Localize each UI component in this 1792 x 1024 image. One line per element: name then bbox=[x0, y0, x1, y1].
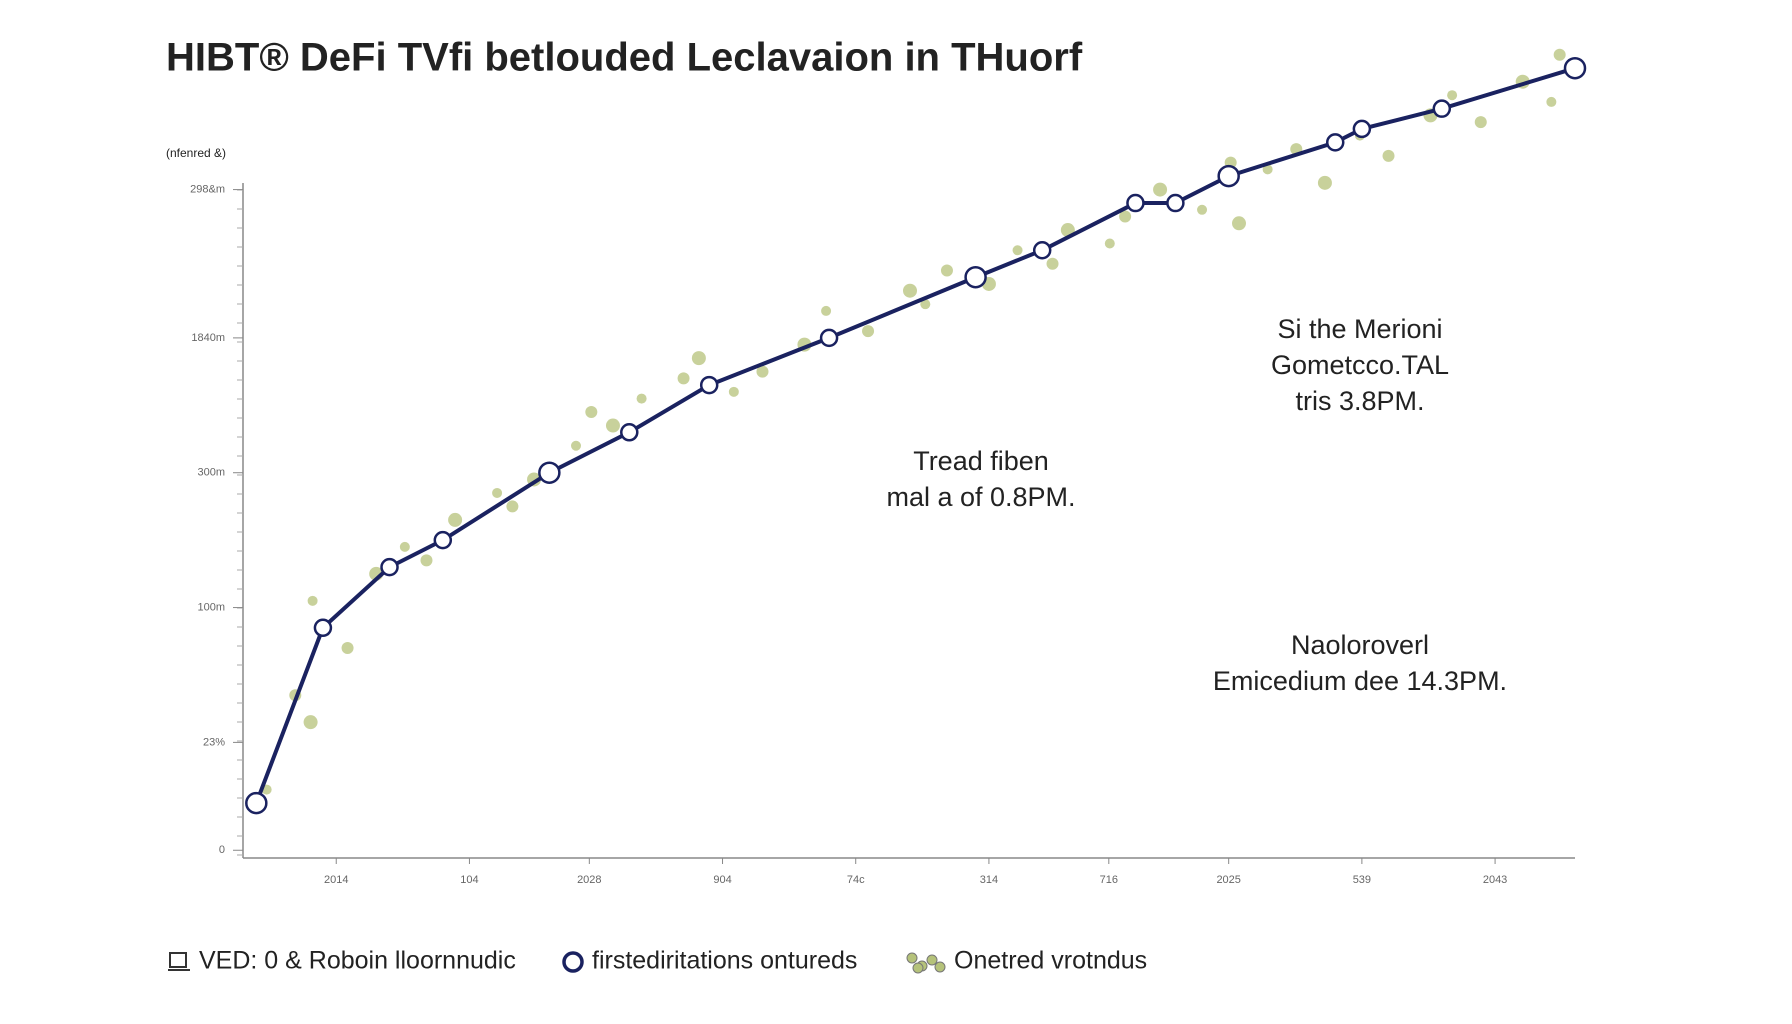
x-tick-label: 74c bbox=[847, 874, 865, 886]
marker bbox=[819, 328, 839, 348]
scatter-point bbox=[1382, 149, 1395, 162]
scatter-point bbox=[420, 554, 433, 567]
marker bbox=[1325, 133, 1345, 152]
marker bbox=[1563, 56, 1587, 80]
y-tick-label: 1840m bbox=[191, 332, 225, 344]
scatter-point bbox=[940, 264, 953, 277]
marker bbox=[538, 461, 561, 484]
scatter-point bbox=[636, 393, 647, 404]
y-tick-label: 100m bbox=[197, 601, 225, 613]
x-tick-label: 2014 bbox=[324, 874, 348, 886]
legend-icon bbox=[169, 952, 187, 968]
legend-icon bbox=[934, 961, 946, 973]
annotation: Gometcco.TAL bbox=[1271, 350, 1449, 380]
marker bbox=[433, 530, 453, 550]
scatter-point bbox=[1197, 204, 1208, 215]
x-tick-label: 2028 bbox=[577, 874, 601, 886]
annotation: mal a of 0.8PM. bbox=[886, 482, 1075, 512]
scatter-point bbox=[756, 365, 769, 378]
y-tick-label: 0 bbox=[219, 844, 225, 856]
marker bbox=[313, 618, 333, 638]
chart-title: HIBT® DeFi TVfi betlouded Leclavaion in … bbox=[166, 36, 1083, 80]
scatter-point bbox=[691, 351, 706, 366]
legend-icon bbox=[562, 951, 584, 973]
marker bbox=[620, 423, 639, 442]
scatter-point bbox=[821, 305, 832, 316]
scatter-point bbox=[605, 418, 620, 433]
legend-label: Onetred vrotndus bbox=[954, 947, 1147, 975]
scatter-point bbox=[1119, 210, 1132, 223]
x-tick-label: 314 bbox=[980, 874, 998, 886]
marker bbox=[964, 265, 987, 289]
scatter-point bbox=[341, 642, 354, 655]
legend-label: VED: 0 & Roboin lloornnudic bbox=[199, 947, 516, 975]
scatter-point bbox=[1553, 48, 1566, 61]
legend-label: firstediritations ontureds bbox=[592, 947, 857, 975]
x-tick-label: 2043 bbox=[1483, 874, 1507, 886]
scatter-point bbox=[903, 283, 917, 298]
annotation: Naoloroverl bbox=[1291, 630, 1429, 660]
scatter-point bbox=[1232, 216, 1246, 231]
legend-icon bbox=[906, 952, 918, 964]
scatter-point bbox=[1104, 238, 1115, 249]
y-tick-label: 23% bbox=[203, 736, 225, 748]
annotation: tris 3.8PM. bbox=[1295, 386, 1424, 416]
scatter-point bbox=[492, 487, 503, 498]
scatter-point bbox=[1317, 175, 1332, 190]
marker bbox=[1166, 193, 1185, 213]
scatter-point bbox=[585, 406, 598, 419]
scatter-point bbox=[862, 325, 875, 338]
scatter-point bbox=[1546, 96, 1557, 107]
scatter-point bbox=[307, 595, 318, 606]
x-tick-label: 104 bbox=[460, 874, 478, 886]
scatter-point bbox=[1012, 245, 1023, 256]
marker bbox=[699, 375, 719, 395]
scatter-point bbox=[1447, 90, 1458, 101]
marker bbox=[1126, 193, 1145, 213]
scatter-point bbox=[728, 386, 739, 397]
scatter-point bbox=[1153, 182, 1168, 197]
scatter-point bbox=[1262, 164, 1273, 175]
annotation: Tread fiben bbox=[913, 446, 1049, 476]
marker bbox=[1032, 241, 1052, 260]
marker bbox=[245, 791, 268, 815]
scatter-point bbox=[1046, 257, 1059, 270]
marker bbox=[1217, 164, 1240, 188]
x-tick-label: 904 bbox=[713, 874, 731, 886]
x-tick-label: 716 bbox=[1100, 874, 1118, 886]
marker bbox=[1352, 119, 1372, 139]
scatter-point bbox=[571, 440, 581, 451]
marker bbox=[1432, 99, 1452, 118]
x-tick-label: 2025 bbox=[1216, 874, 1240, 886]
scatter-point bbox=[448, 512, 463, 527]
y-tick-label: 300m bbox=[197, 467, 225, 479]
marker bbox=[380, 557, 399, 577]
y-tick-label: 298&m bbox=[190, 183, 225, 195]
legend-icon bbox=[912, 962, 924, 974]
scatter-point bbox=[677, 372, 690, 385]
scatter-point bbox=[506, 500, 519, 513]
annotation: Emicedium dee 14.3PM. bbox=[1213, 666, 1507, 696]
annotation: Si the Merioni bbox=[1277, 314, 1442, 344]
scatter-point bbox=[303, 715, 318, 730]
scatter-point bbox=[920, 299, 931, 310]
scatter-point bbox=[1474, 116, 1487, 129]
legend-icon bbox=[926, 954, 938, 966]
scatter-point bbox=[399, 541, 410, 552]
x-tick-label: 539 bbox=[1353, 874, 1371, 886]
y-axis-label: (nfenred &) bbox=[166, 146, 226, 160]
